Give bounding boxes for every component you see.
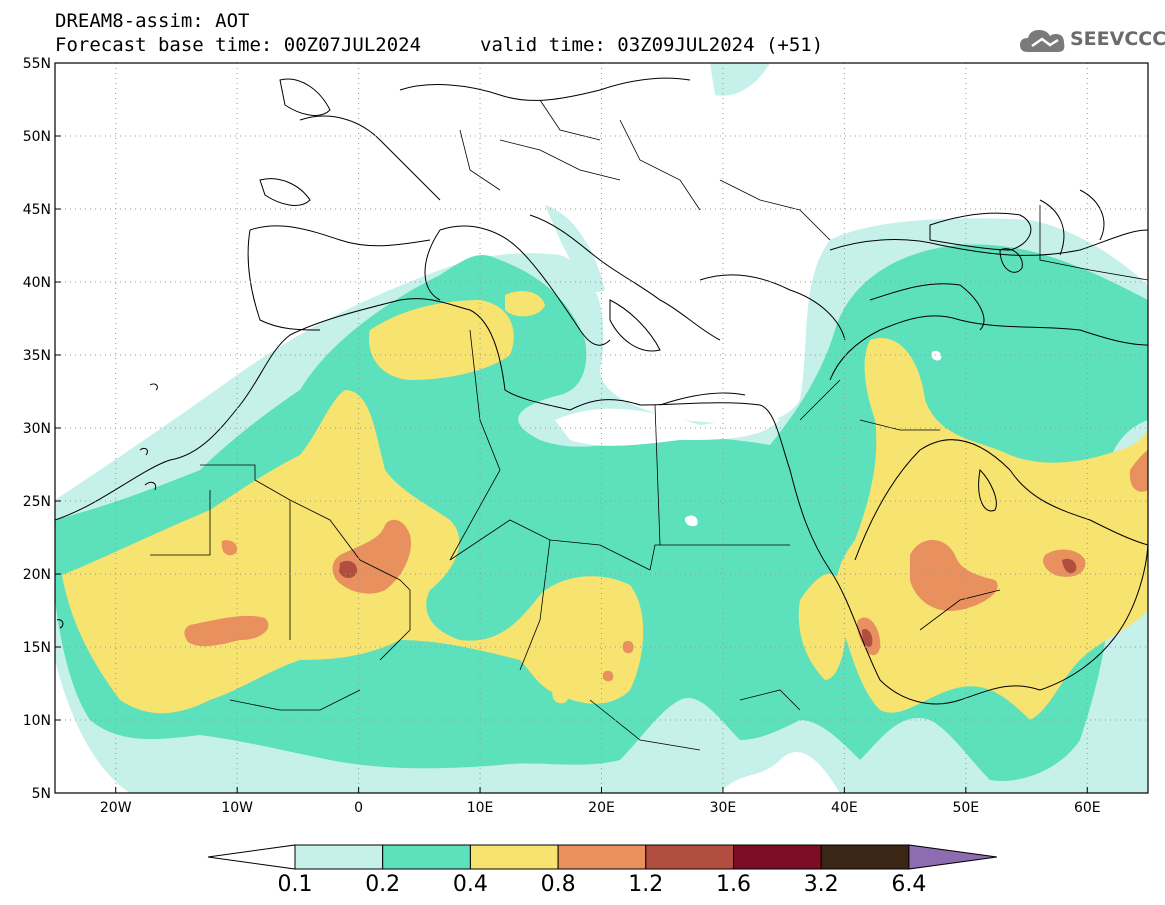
colorbar-box — [469, 844, 559, 870]
colorbar-under-arrow — [207, 844, 296, 870]
colorbar-label: 1.2 — [628, 872, 663, 897]
lat-tick-label: 5N — [32, 786, 51, 802]
colorbar-box — [645, 844, 734, 870]
lon-tick-label: 60E — [1074, 800, 1101, 816]
colorbar-box — [820, 844, 910, 870]
lat-tick-label: 50N — [23, 129, 51, 145]
forecast-base-time: Forecast base time: 00Z07JUL2024 — [55, 34, 422, 56]
map-title: DREAM8-assim: AOT — [55, 10, 250, 32]
colorbar-label: 0.2 — [365, 872, 400, 897]
colorbar-label: 3.2 — [804, 872, 839, 897]
lat-tick-label: 40N — [23, 275, 51, 291]
lon-tick-label: 20E — [588, 800, 615, 816]
aot-field — [55, 63, 1148, 793]
lon-tick-label: 0 — [354, 800, 363, 816]
lon-tick-label: 10E — [467, 800, 494, 816]
lat-tick-label: 10N — [23, 713, 51, 729]
lat-tick-label: 55N — [23, 56, 51, 72]
colorbar-labels: 0.1 0.2 0.4 0.8 1.2 1.6 3.2 6.4 — [278, 872, 927, 897]
lon-tick-label: 40E — [831, 800, 858, 816]
lon-tick-label: 30E — [710, 800, 737, 816]
colorbar-label: 0.4 — [453, 872, 488, 897]
clean-air-patches — [555, 350, 942, 527]
colorbar-box — [557, 844, 647, 870]
coastlines — [55, 77, 1148, 705]
cloud-icon — [1020, 30, 1065, 52]
colorbar-box — [733, 844, 822, 870]
colorbar-box — [382, 844, 471, 870]
lon-tick-label: 50E — [952, 800, 979, 816]
seevccc-logo: SEEVCCC — [1018, 24, 1165, 56]
lat-tick-label: 15N — [23, 640, 51, 656]
map-grid — [55, 63, 1148, 793]
lat-tick-label: 25N — [23, 494, 51, 510]
lat-tick-label: 30N — [23, 421, 51, 437]
colorbar-boxes — [294, 844, 997, 870]
aot-level-1.2 — [339, 558, 1077, 647]
colorbar-label: 0.8 — [541, 872, 576, 897]
longitude-axis: 20W 10W 0 10E 20E 30E 40E 50E 60E — [100, 787, 1101, 816]
valid-time: valid time: 03Z09JUL2024 (+51) — [480, 34, 824, 56]
lat-tick-label: 35N — [23, 348, 51, 364]
lon-tick-label: 10W — [221, 800, 253, 816]
lon-tick-label: 20W — [100, 800, 132, 816]
colorbar-label: 6.4 — [891, 872, 926, 897]
colorbar-box — [294, 844, 384, 870]
latitude-axis: 55N 50N 45N 40N 35N 30N 25N 20N 15N 10N 5N — [23, 56, 61, 802]
colorbar-label: 0.1 — [278, 872, 313, 897]
logo-text: SEEVCCC — [1070, 28, 1165, 50]
lat-tick-label: 45N — [23, 202, 51, 218]
lat-tick-label: 20N — [23, 567, 51, 583]
colorbar-over-arrow — [908, 844, 997, 870]
colorbar-label: 1.6 — [716, 872, 751, 897]
